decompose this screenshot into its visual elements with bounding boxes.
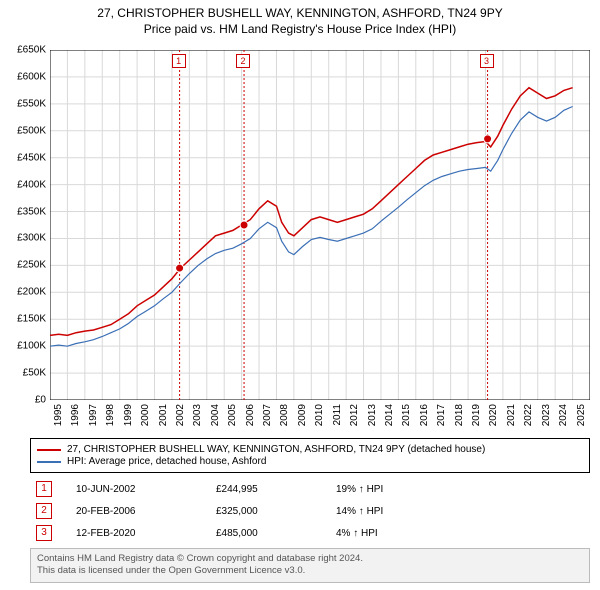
x-axis-label: 2025 [576, 404, 587, 426]
legend-row: 27, CHRISTOPHER BUSHELL WAY, KENNINGTON,… [37, 444, 583, 455]
event-badge: 3 [36, 525, 52, 541]
x-axis-label: 2020 [488, 404, 499, 426]
footer-line-1: Contains HM Land Registry data © Crown c… [37, 553, 583, 565]
y-axis-label: £0 [35, 395, 46, 406]
x-axis-label: 2021 [506, 404, 517, 426]
x-axis-label: 2007 [262, 404, 273, 426]
y-axis-label: £50K [23, 368, 46, 379]
x-axis-label: 2000 [140, 404, 151, 426]
y-axis-label: £200K [17, 287, 46, 298]
y-axis-label: £550K [17, 98, 46, 109]
x-axis-label: 2013 [367, 404, 378, 426]
y-axis-label: £350K [17, 206, 46, 217]
x-axis-label: 2017 [436, 404, 447, 426]
x-axis-label: 2006 [245, 404, 256, 426]
y-axis-label: £100K [17, 341, 46, 352]
y-axis-label: £400K [17, 179, 46, 190]
x-axis-label: 2023 [541, 404, 552, 426]
x-axis-label: 1997 [88, 404, 99, 426]
event-date: 20-FEB-2006 [70, 500, 210, 522]
event-badge-2: 2 [236, 54, 250, 68]
event-price: £485,000 [210, 522, 330, 544]
attribution-footer: Contains HM Land Registry data © Crown c… [30, 548, 590, 583]
event-delta: 14% ↑ HPI [330, 500, 590, 522]
x-axis-label: 2010 [314, 404, 325, 426]
legend-row: HPI: Average price, detached house, Ashf… [37, 456, 583, 467]
x-axis-label: 2001 [158, 404, 169, 426]
y-axis-label: £500K [17, 125, 46, 136]
chart-area: 123 £0£50K£100K£150K£200K£250K£300K£350K… [50, 50, 590, 400]
y-axis-label: £300K [17, 233, 46, 244]
y-axis-label: £650K [17, 45, 46, 56]
y-axis-label: £450K [17, 152, 46, 163]
x-axis-label: 2003 [192, 404, 203, 426]
event-date: 12-FEB-2020 [70, 522, 210, 544]
legend-swatch-property [37, 449, 61, 451]
x-axis-label: 2015 [401, 404, 412, 426]
x-axis-label: 2005 [227, 404, 238, 426]
x-axis-label: 1995 [53, 404, 64, 426]
y-axis-label: £250K [17, 260, 46, 271]
legend-swatch-hpi [37, 461, 61, 463]
x-axis-label: 1998 [105, 404, 116, 426]
legend-label-hpi: HPI: Average price, detached house, Ashf… [67, 456, 266, 467]
x-axis-label: 2024 [558, 404, 569, 426]
chart-title: 27, CHRISTOPHER BUSHELL WAY, KENNINGTON,… [0, 0, 600, 38]
legend-label-property: 27, CHRISTOPHER BUSHELL WAY, KENNINGTON,… [67, 444, 485, 455]
event-badge: 1 [36, 481, 52, 497]
line-chart [50, 50, 590, 400]
x-axis-label: 1999 [123, 404, 134, 426]
x-axis-label: 2002 [175, 404, 186, 426]
x-axis-label: 2008 [279, 404, 290, 426]
event-date: 10-JUN-2002 [70, 478, 210, 500]
event-badge-1: 1 [172, 54, 186, 68]
event-delta: 19% ↑ HPI [330, 478, 590, 500]
x-axis-label: 2019 [471, 404, 482, 426]
y-axis-label: £600K [17, 71, 46, 82]
x-axis-label: 2011 [332, 404, 343, 426]
x-axis-label: 2004 [210, 404, 221, 426]
y-axis-label: £150K [17, 314, 46, 325]
x-axis-label: 2022 [523, 404, 534, 426]
event-row: 1 10-JUN-2002£244,99519% ↑ HPI [30, 478, 590, 500]
legend: 27, CHRISTOPHER BUSHELL WAY, KENNINGTON,… [30, 438, 590, 473]
x-axis-label: 2016 [419, 404, 430, 426]
event-price: £325,000 [210, 500, 330, 522]
x-axis-label: 2018 [454, 404, 465, 426]
event-badge-3: 3 [480, 54, 494, 68]
event-row: 3 12-FEB-2020£485,0004% ↑ HPI [30, 522, 590, 544]
event-badge: 2 [36, 503, 52, 519]
x-axis-label: 2012 [349, 404, 360, 426]
title-line-1: 27, CHRISTOPHER BUSHELL WAY, KENNINGTON,… [10, 6, 590, 20]
event-price: £244,995 [210, 478, 330, 500]
title-line-2: Price paid vs. HM Land Registry's House … [10, 22, 590, 36]
event-row: 2 20-FEB-2006£325,00014% ↑ HPI [30, 500, 590, 522]
x-axis-label: 1996 [70, 404, 81, 426]
x-axis-label: 2009 [297, 404, 308, 426]
footer-line-2: This data is licensed under the Open Gov… [37, 565, 583, 577]
events-table: 1 10-JUN-2002£244,99519% ↑ HPI 2 20-FEB-200… [30, 478, 590, 544]
event-delta: 4% ↑ HPI [330, 522, 590, 544]
x-axis-label: 2014 [384, 404, 395, 426]
